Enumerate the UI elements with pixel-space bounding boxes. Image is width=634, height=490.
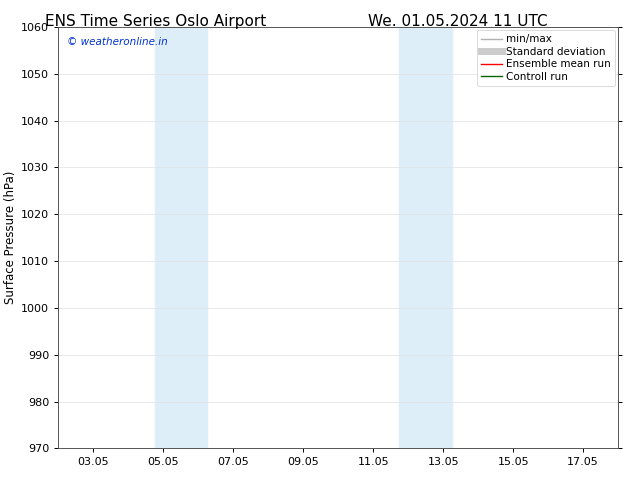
Y-axis label: Surface Pressure (hPa): Surface Pressure (hPa) bbox=[4, 171, 17, 304]
Text: ENS Time Series Oslo Airport: ENS Time Series Oslo Airport bbox=[45, 14, 266, 29]
Text: © weatheronline.in: © weatheronline.in bbox=[67, 38, 167, 48]
Legend: min/max, Standard deviation, Ensemble mean run, Controll run: min/max, Standard deviation, Ensemble me… bbox=[477, 30, 615, 86]
Bar bbox=[155, 27, 207, 448]
Text: We. 01.05.2024 11 UTC: We. 01.05.2024 11 UTC bbox=[368, 14, 547, 29]
Bar bbox=[399, 27, 452, 448]
